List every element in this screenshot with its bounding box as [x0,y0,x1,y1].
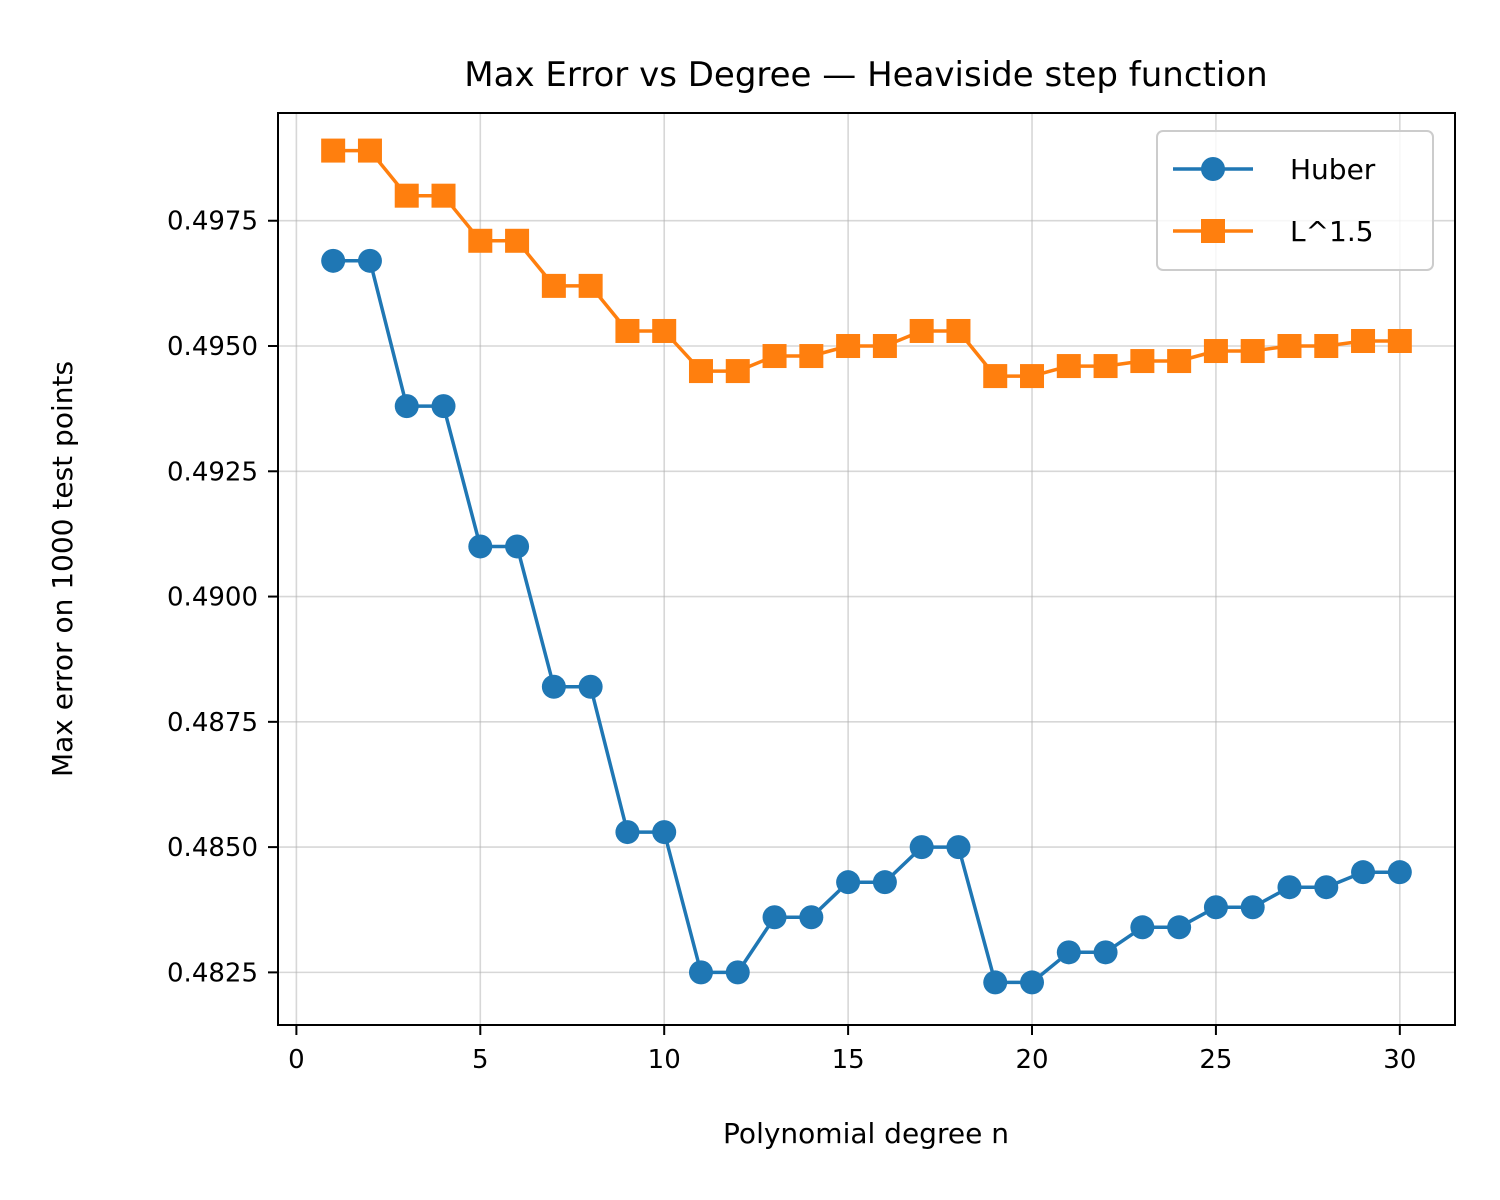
legend-label-l15: L^1.5 [1290,215,1374,248]
data-point-l15 [1240,339,1265,364]
data-point-l15 [321,138,346,163]
y-tick-label: 0.4950 [167,332,258,362]
data-point-huber [872,870,897,895]
legend-label-huber: Huber [1290,153,1376,186]
series-huber [321,248,1412,995]
x-tick-label: 25 [1199,1045,1232,1075]
x-tick-label: 20 [1015,1045,1048,1075]
data-point-l15 [1314,334,1339,359]
data-point-l15 [394,183,419,208]
data-point-l15 [688,359,713,384]
chart-title: Max Error vs Degree — Heaviside step fun… [464,55,1267,95]
data-point-l15 [652,318,677,343]
data-point-l15 [1020,364,1045,389]
data-point-l15 [357,138,382,163]
data-point-huber [1314,875,1339,900]
data-point-l15 [578,273,603,298]
data-point-l15 [836,334,861,359]
data-point-huber [762,905,787,930]
data-point-l15 [1167,349,1192,374]
x-tick-label: 0 [288,1045,305,1075]
data-point-huber [1203,895,1228,920]
x-tick-label: 15 [832,1045,865,1075]
y-tick-label: 0.4900 [167,583,258,613]
legend-box [1156,130,1434,271]
data-point-l15 [762,344,787,369]
data-point-huber [578,674,603,699]
x-axis: 0 5 10 15 20 25 30 [288,1025,1416,1075]
x-tick-label: 5 [472,1045,489,1075]
data-point-l15 [1056,354,1081,379]
data-point-l15 [1093,354,1118,379]
data-point-l15 [541,273,566,298]
data-point-huber [983,970,1008,995]
data-point-huber [1093,940,1118,965]
data-point-huber [468,534,493,559]
data-point-l15 [946,318,971,343]
series-l15 [321,138,1412,389]
data-point-huber [321,248,346,273]
data-point-huber [1240,895,1265,920]
data-point-huber [946,835,971,860]
data-point-huber [1020,970,1045,995]
y-tick-label: 0.4925 [167,457,258,487]
y-tick-label: 0.4875 [167,708,258,738]
y-axis-label: Max error on 1000 test points [46,361,79,777]
data-point-huber [688,960,713,985]
data-point-l15 [1203,339,1228,364]
plot-area-frame [277,112,1456,1026]
grid [278,113,1455,1025]
data-point-l15 [909,318,934,343]
data-point-huber [1056,940,1081,965]
data-point-huber [1277,875,1302,900]
data-point-huber [431,394,456,419]
x-axis-label: Polynomial degree n [723,1117,1009,1150]
data-point-l15 [872,334,897,359]
legend-l15-marker [1201,219,1225,243]
data-point-l15 [615,318,640,343]
y-tick-label: 0.4850 [167,833,258,863]
legend-huber-marker [1201,157,1225,181]
data-point-l15 [725,359,750,384]
x-tick-label: 30 [1383,1045,1416,1075]
data-point-huber [799,905,824,930]
data-point-l15 [1351,329,1376,353]
data-point-huber [505,534,530,559]
y-tick-label: 0.4825 [167,958,258,988]
data-point-huber [1167,915,1192,940]
legend: Huber L^1.5 [1156,130,1434,271]
data-point-huber [1351,860,1376,885]
y-tick-label: 0.4975 [167,207,258,237]
data-point-l15 [505,228,530,253]
data-point-huber [909,835,934,860]
data-point-l15 [983,364,1008,389]
data-point-huber [1387,860,1412,885]
data-point-l15 [1387,329,1412,353]
data-point-l15 [468,228,493,253]
data-point-huber [725,960,750,985]
data-point-huber [615,820,640,845]
data-point-l15 [1277,334,1302,359]
data-point-huber [357,248,382,273]
data-point-l15 [799,344,824,369]
data-point-huber [541,674,566,699]
data-point-huber [652,820,677,845]
data-point-huber [836,870,861,895]
data-point-l15 [431,183,456,208]
y-axis: 0.4825 0.4850 0.4875 0.4900 0.4925 0.4950 0.49… [167,207,278,988]
data-point-l15 [1130,349,1155,374]
series-layer [321,138,1412,995]
data-point-huber [394,394,419,419]
data-point-huber [1130,915,1155,940]
x-tick-label: 10 [648,1045,681,1075]
